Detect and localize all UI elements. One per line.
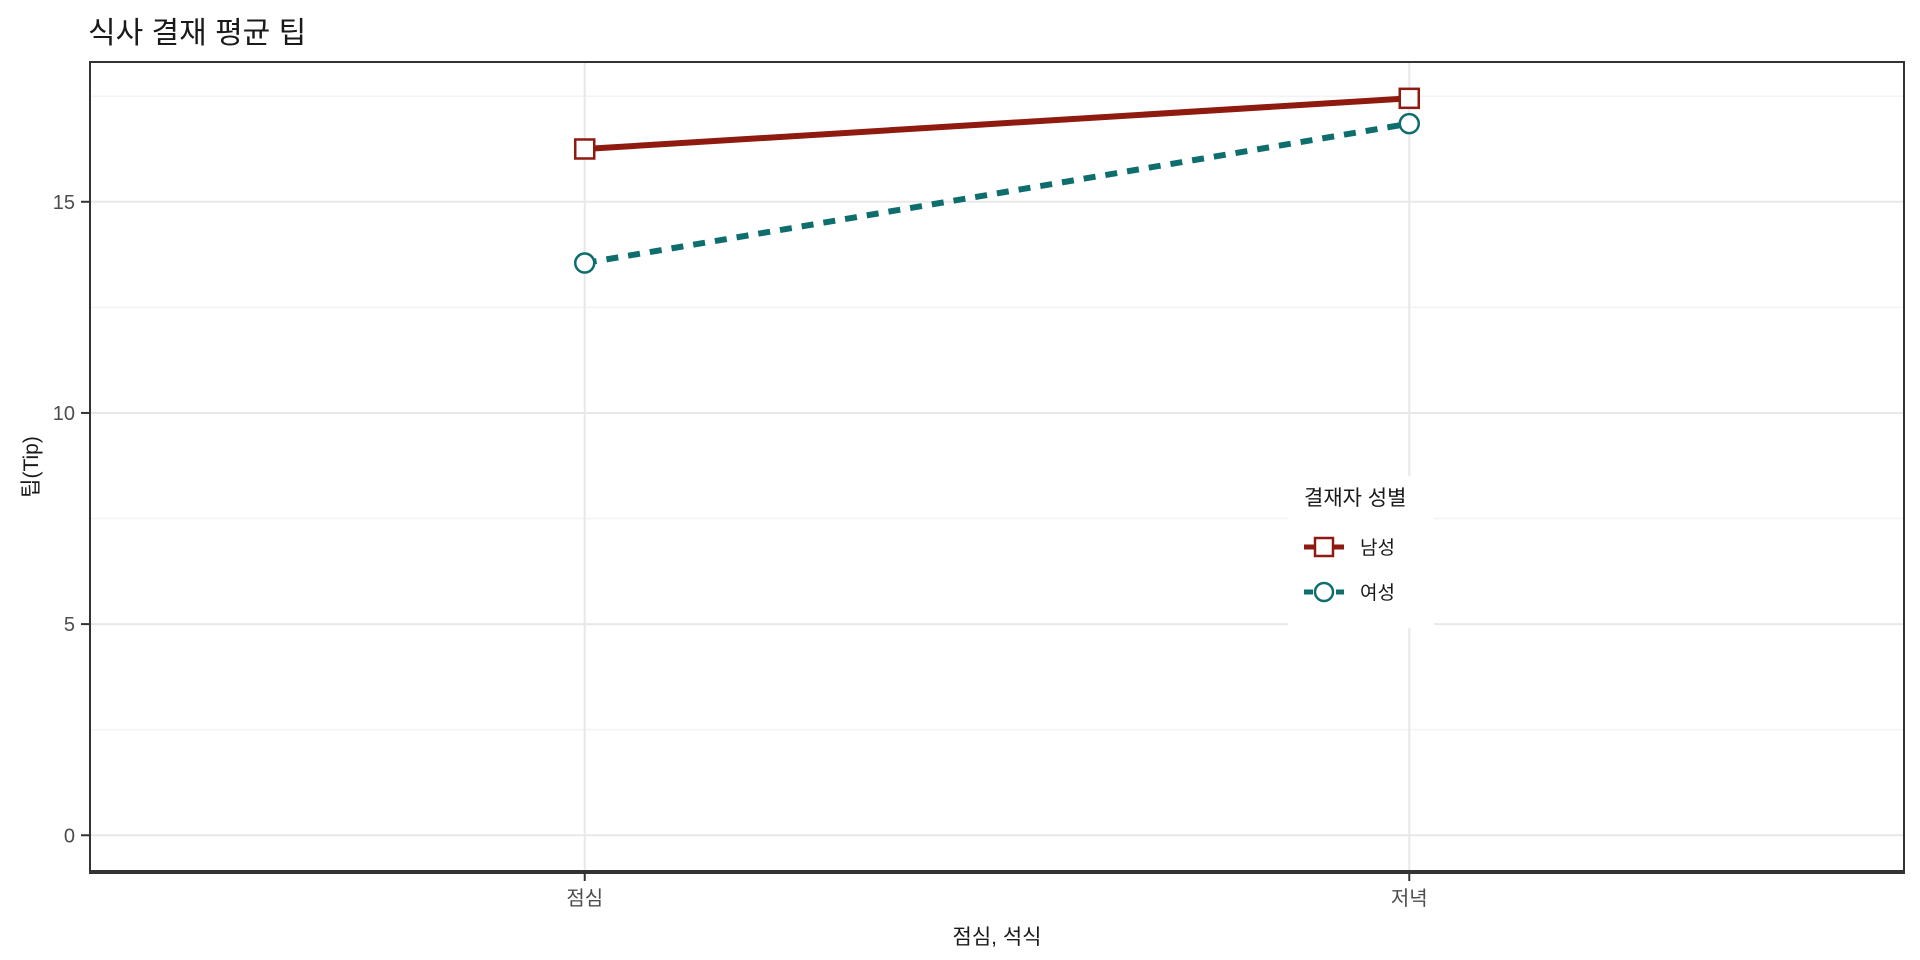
- panel-border: [89, 61, 1905, 873]
- y-tick-label: 5: [64, 614, 75, 636]
- data-point-circle-1: [573, 252, 596, 274]
- y-axis-title: 팁(Tip): [20, 436, 43, 498]
- legend: 결재자 성별 남성 여성: [1288, 476, 1434, 628]
- legend-label-male: 남성: [1360, 538, 1395, 559]
- data-point-square-0: [1398, 87, 1421, 110]
- data-point-circle-1: [1398, 112, 1421, 135]
- legend-label-female: 여성: [1360, 583, 1395, 604]
- series-line-0: [584, 95, 1410, 152]
- y-tick-label: 10: [53, 403, 75, 425]
- x-axis-title: 점심, 석식: [952, 926, 1042, 949]
- legend-title: 결재자 성별: [1304, 487, 1407, 510]
- legend-key-female-line-circle-icon: [1304, 581, 1344, 602]
- y-tick-label: 0: [64, 825, 75, 847]
- legend-item-female: 여성: [1304, 569, 1434, 614]
- x-tick-label: 저녁: [1391, 887, 1428, 910]
- chart-title: 식사 결재 평균 팁: [88, 17, 307, 50]
- legend-item-male: 남성: [1304, 524, 1434, 569]
- y-tick-label: 15: [53, 192, 75, 214]
- x-tick-label: 점심: [566, 887, 603, 910]
- legend-key-male-line-square-icon: [1304, 536, 1344, 557]
- series-line-1: [584, 120, 1410, 266]
- data-point-square-0: [573, 138, 596, 160]
